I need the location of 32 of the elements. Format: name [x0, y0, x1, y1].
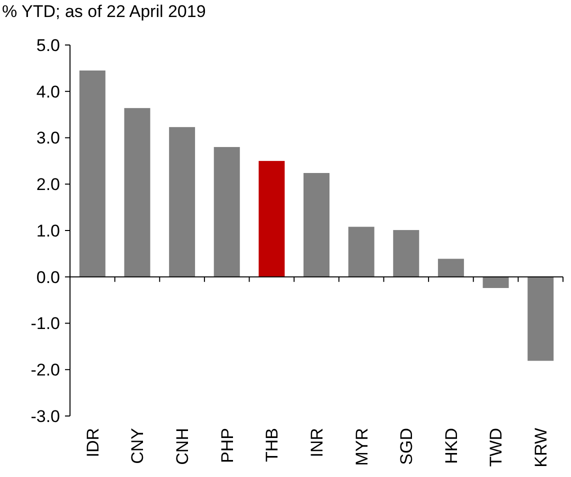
- y-tick-label: 0.0: [36, 268, 60, 287]
- y-tick-label: -3.0: [30, 406, 60, 426]
- x-tick-label: KRW: [532, 428, 551, 468]
- y-tick-label: -1.0: [30, 314, 60, 334]
- x-tick-label: IDR: [83, 428, 102, 458]
- bar: [169, 127, 196, 277]
- x-tick-label: CNY: [128, 428, 148, 464]
- bar: [214, 147, 240, 277]
- bar: [79, 70, 106, 277]
- y-tick-label: 2.0: [36, 175, 60, 194]
- chart-title: % YTD; as of 22 April 2019: [2, 2, 206, 21]
- x-tick-label: TWD: [486, 428, 506, 467]
- x-tick-label: MYR: [352, 428, 372, 466]
- x-tick-label: SGD: [397, 428, 416, 465]
- y-tick-label: -2.0: [30, 360, 60, 380]
- bar: [438, 258, 464, 277]
- x-tick-label: CNH: [172, 428, 192, 465]
- y-tick-label: 5.0: [36, 36, 60, 55]
- bar: [482, 276, 509, 288]
- x-tick-label: INR: [307, 428, 326, 458]
- y-tick-label: 1.0: [36, 221, 60, 240]
- bar: [528, 276, 554, 361]
- x-tick-label: PHP: [218, 428, 237, 463]
- bar: [124, 108, 150, 277]
- bar: [304, 172, 330, 277]
- bar: [348, 226, 374, 277]
- y-tick-label: 4.0: [36, 82, 60, 102]
- y-tick-label: 3.0: [36, 128, 60, 148]
- bar: [393, 230, 420, 277]
- x-tick-label: THB: [262, 428, 282, 462]
- bar: [258, 160, 285, 277]
- x-tick-label: HKD: [442, 428, 461, 464]
